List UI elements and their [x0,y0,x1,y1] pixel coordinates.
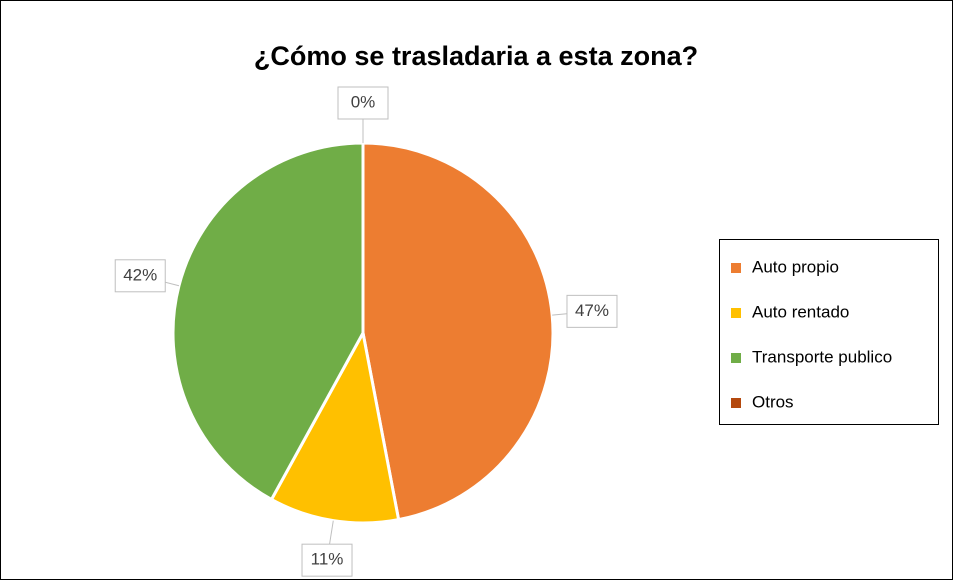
label-box [114,259,166,293]
legend-label: Otros [752,392,794,411]
legend-swatch [731,353,741,363]
legend-swatch [731,308,741,318]
data-label: 47% [575,301,609,320]
label-box [337,86,389,120]
data-label: 42% [123,265,157,284]
legend-label: Auto propio [752,257,839,276]
legend-box [719,239,939,425]
pie-slice [361,141,555,522]
data-label: 0% [351,92,376,111]
data-label: 11% [311,550,344,569]
label-box [566,294,618,328]
chart-title: ¿Cómo se trasladaria a esta zona? [254,41,698,71]
legend-swatch [731,398,741,408]
legend-label: Auto rentado [752,302,849,321]
legend-label: Transporte publico [752,347,892,366]
label-box [301,543,353,577]
legend-swatch [731,263,741,273]
pie-slice [171,141,365,502]
